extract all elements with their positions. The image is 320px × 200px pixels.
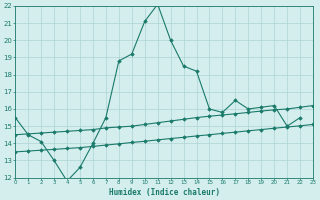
X-axis label: Humidex (Indice chaleur): Humidex (Indice chaleur) [108,188,220,197]
